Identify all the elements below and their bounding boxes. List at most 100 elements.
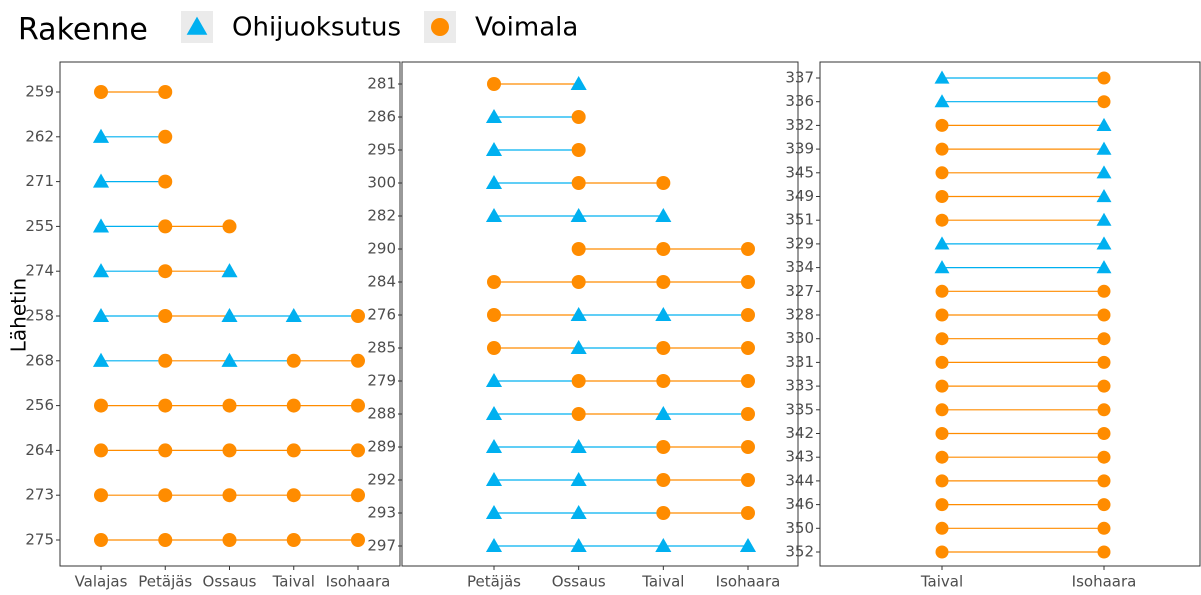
point: [935, 355, 949, 369]
point: [656, 341, 671, 355]
y-tick-label: 350: [785, 519, 814, 537]
y-tick-label: 346: [785, 495, 814, 513]
y-tick-label: 329: [785, 234, 814, 252]
point: [656, 275, 671, 289]
y-tick-label: 288: [367, 405, 396, 423]
point: [935, 427, 949, 440]
point: [351, 488, 365, 503]
y-tick-label: 351: [785, 211, 814, 229]
point: [351, 353, 365, 368]
x-tick-label: Petäjäs: [467, 573, 521, 591]
point: [741, 341, 755, 355]
point: [935, 498, 949, 512]
y-tick-label: 292: [367, 471, 396, 489]
point: [485, 141, 503, 157]
y-tick-label: 281: [367, 75, 396, 93]
y-tick-label: 343: [785, 448, 814, 466]
point: [285, 307, 302, 323]
point: [487, 275, 501, 289]
point: [655, 306, 672, 322]
point: [935, 118, 949, 132]
point: [1096, 260, 1112, 274]
point: [221, 263, 238, 278]
point: [656, 473, 671, 487]
y-tick-label: 259: [25, 83, 54, 101]
point: [935, 379, 949, 393]
y-tick-label: 339: [785, 140, 814, 158]
point: [485, 504, 503, 520]
y-tick-label: 327: [785, 282, 814, 300]
point: [655, 207, 672, 223]
point: [1096, 189, 1112, 203]
y-tick-label: 334: [785, 258, 814, 276]
y-tick-label: 330: [785, 329, 814, 347]
point: [1096, 236, 1112, 250]
point: [1097, 474, 1111, 488]
point: [92, 307, 110, 323]
point: [351, 398, 365, 413]
point: [935, 521, 949, 535]
point: [1096, 165, 1112, 179]
y-tick-label: 282: [367, 207, 396, 225]
point: [1097, 403, 1111, 417]
point: [158, 443, 173, 458]
y-tick-label: 264: [25, 441, 54, 459]
point: [1096, 141, 1112, 155]
x-tick-label: Petäjäs: [138, 573, 192, 591]
point: [570, 504, 587, 520]
point: [485, 438, 503, 454]
point: [94, 398, 108, 413]
y-tick-label: 256: [25, 396, 54, 414]
point: [92, 218, 110, 233]
y-tick-label: 258: [25, 307, 54, 325]
x-tick-label: Isohaara: [326, 573, 391, 591]
point: [656, 440, 671, 454]
point: [934, 260, 950, 274]
point: [571, 407, 586, 421]
point: [1097, 379, 1111, 393]
point: [94, 488, 108, 503]
point: [158, 85, 173, 99]
point: [485, 405, 503, 421]
point: [656, 242, 671, 256]
y-tick-label: 285: [367, 339, 396, 357]
point: [1097, 284, 1111, 298]
point: [935, 474, 949, 488]
point: [570, 306, 587, 322]
point: [351, 443, 365, 458]
point: [351, 309, 365, 323]
point: [158, 353, 173, 368]
panel: [819, 61, 1201, 567]
y-tick-label: 300: [367, 174, 396, 192]
point: [655, 537, 672, 553]
point: [934, 70, 950, 84]
point: [487, 308, 501, 322]
y-tick-label: 337: [785, 69, 814, 87]
y-tick-label: 255: [25, 217, 54, 235]
y-tick-label: 293: [367, 504, 396, 522]
point: [485, 471, 503, 487]
point: [571, 176, 586, 190]
point: [92, 128, 110, 143]
point: [158, 264, 173, 279]
point: [286, 533, 301, 547]
point: [487, 341, 501, 355]
y-tick-label: 279: [367, 372, 396, 390]
point: [221, 352, 238, 367]
point: [286, 443, 301, 458]
point: [741, 242, 755, 256]
point: [1097, 545, 1111, 559]
y-tick-label: 289: [367, 438, 396, 456]
point: [1097, 71, 1111, 85]
point: [1096, 117, 1112, 132]
y-tick-label: 331: [785, 353, 814, 371]
point: [158, 309, 173, 323]
legend-marker: [431, 18, 449, 36]
point: [487, 77, 501, 91]
point: [158, 129, 173, 144]
point: [570, 471, 587, 487]
y-tick-label: 275: [25, 531, 54, 549]
point: [221, 307, 238, 323]
point: [222, 219, 237, 234]
y-tick-label: 328: [785, 306, 814, 324]
